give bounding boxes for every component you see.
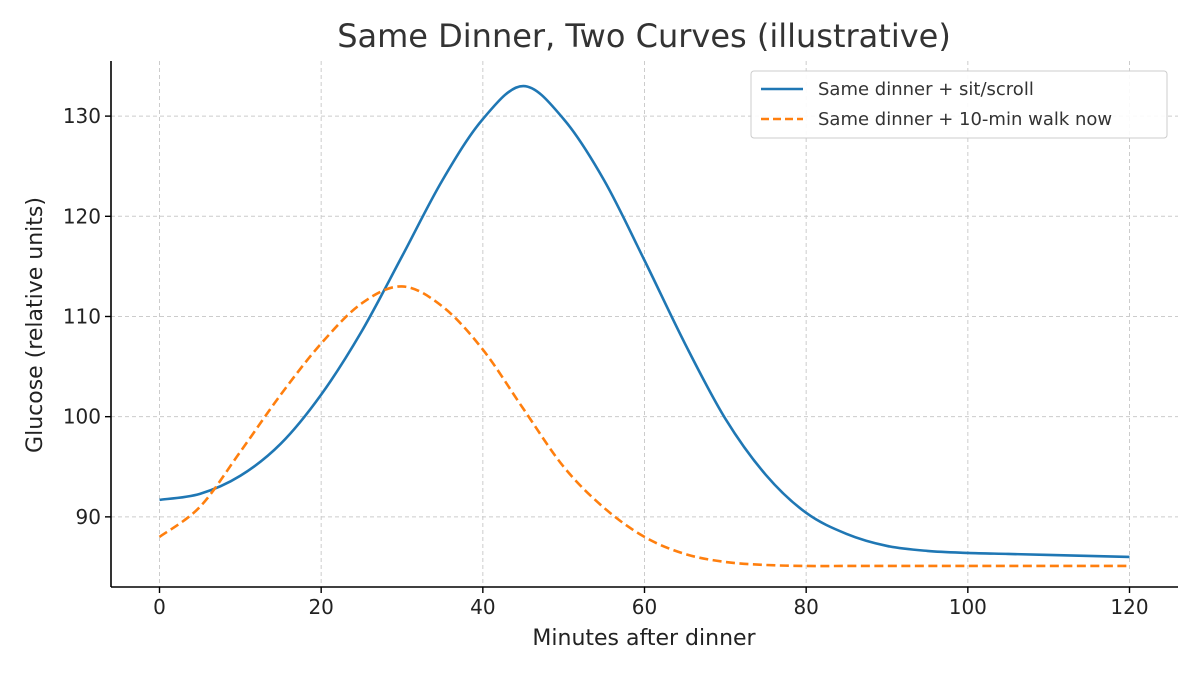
legend: Same dinner + sit/scroll Same dinner + 1…: [750, 70, 1168, 139]
walk-line: [158, 285, 1130, 568]
y-tick-label: 100: [63, 405, 101, 429]
x-tick-label: 0: [153, 595, 166, 619]
y-tick-label: 90: [76, 505, 101, 529]
x-tick-label: 20: [308, 595, 333, 619]
legend-box: [750, 70, 1168, 139]
x-tick-label: 80: [793, 595, 818, 619]
x-tick-label: 60: [632, 595, 657, 619]
y-axis-ticks: 90 100 110 120 130: [63, 104, 111, 529]
y-tick-label: 110: [63, 304, 101, 328]
sit-scroll-line: [159, 84, 1130, 559]
legend-label-walk: Same dinner + 10-min walk now: [818, 109, 1112, 130]
x-tick-label: 40: [470, 595, 495, 619]
legend-label-sit-scroll: Same dinner + sit/scroll: [818, 79, 1034, 100]
y-tick-label: 130: [63, 104, 101, 128]
y-tick-label: 120: [63, 204, 101, 228]
x-tick-label: 120: [1110, 595, 1148, 619]
x-axis-ticks: 0 20 40 60 80 100 120: [153, 587, 1149, 619]
x-tick-label: 100: [949, 595, 987, 619]
series-lines: [158, 84, 1130, 568]
y-axis-label: Glucose (relative units): [23, 197, 48, 453]
x-axis-label: Minutes after dinner: [532, 626, 756, 651]
chart-title: Same Dinner, Two Curves (illustrative): [337, 17, 951, 55]
